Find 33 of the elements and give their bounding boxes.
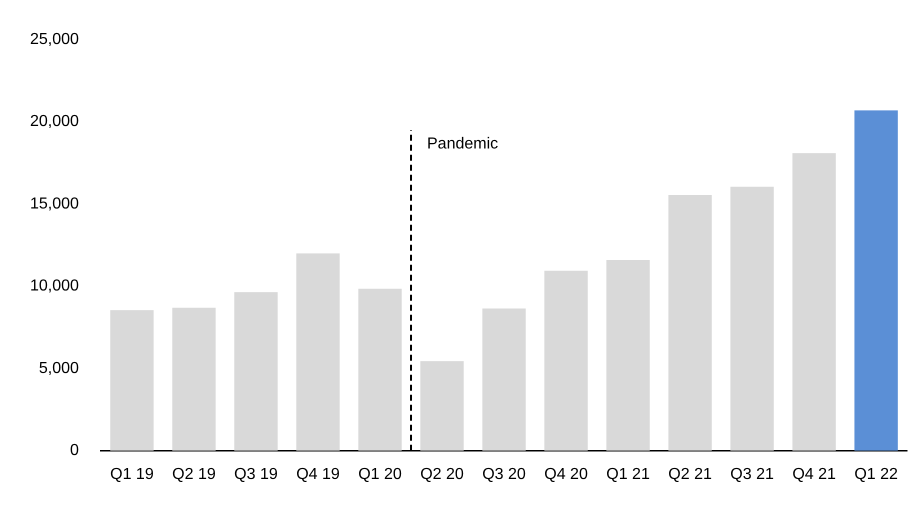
x-tick-label: Q1 22 xyxy=(854,466,898,483)
x-tick-label: Q3 19 xyxy=(234,466,278,483)
bar xyxy=(358,288,402,451)
x-tick-label: Q2 19 xyxy=(172,466,216,483)
x-tick-label: Q3 20 xyxy=(482,466,526,483)
x-tick-label: Q1 19 xyxy=(110,466,154,483)
y-tick-label: 5,000 xyxy=(38,360,80,377)
y-tick-label: 15,000 xyxy=(30,195,80,212)
y-tick-label: 25,000 xyxy=(30,31,80,48)
bar xyxy=(792,153,836,451)
x-tick-label: Q2 20 xyxy=(420,466,464,483)
annotation: Pandemic xyxy=(427,135,498,152)
bar xyxy=(854,110,898,451)
x-tick-label: Q4 19 xyxy=(296,466,340,483)
y-tick-label: 10,000 xyxy=(30,278,80,295)
x-tick-label: Q4 20 xyxy=(544,466,588,483)
bar xyxy=(730,186,774,451)
bar xyxy=(110,310,154,451)
y-tick-label: 0 xyxy=(70,442,80,460)
bar xyxy=(544,270,588,451)
bar xyxy=(668,195,712,451)
x-tick-label: Q1 20 xyxy=(358,466,402,483)
y-tick-label: 20,000 xyxy=(30,113,80,130)
bar xyxy=(234,292,278,451)
bar xyxy=(420,361,464,451)
bar xyxy=(296,253,340,451)
x-tick-label: Q3 21 xyxy=(730,466,774,483)
bar xyxy=(606,260,650,451)
x-tick-label: Q4 21 xyxy=(792,466,836,483)
bar xyxy=(482,308,526,451)
x-tick-label: Q2 21 xyxy=(668,466,712,483)
x-tick-label: Q1 21 xyxy=(606,466,650,483)
bar xyxy=(172,308,216,451)
